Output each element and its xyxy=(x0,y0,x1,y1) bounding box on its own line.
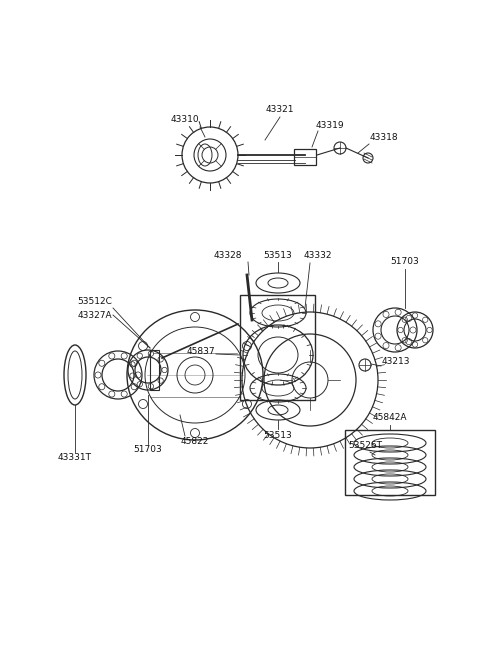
Text: 43310: 43310 xyxy=(171,115,199,124)
Text: 43332: 43332 xyxy=(304,252,332,261)
Bar xyxy=(240,295,315,400)
Text: 51703: 51703 xyxy=(391,257,420,267)
Text: 45837: 45837 xyxy=(186,348,215,356)
Text: 43318: 43318 xyxy=(370,132,398,141)
Bar xyxy=(294,149,316,165)
Text: 53513: 53513 xyxy=(264,250,292,259)
Text: 43319: 43319 xyxy=(316,121,344,130)
Text: 43327A: 43327A xyxy=(77,310,112,320)
Text: 43328: 43328 xyxy=(214,250,242,259)
Text: 53526T: 53526T xyxy=(348,441,382,449)
Text: 45842A: 45842A xyxy=(373,413,407,422)
Text: 43331T: 43331T xyxy=(58,453,92,462)
Text: 53513: 53513 xyxy=(264,430,292,440)
Text: 51703: 51703 xyxy=(133,445,162,455)
Text: 43321: 43321 xyxy=(266,105,294,115)
Text: 45822: 45822 xyxy=(181,438,209,447)
Text: 43213: 43213 xyxy=(382,358,410,367)
Bar xyxy=(150,350,159,390)
Bar xyxy=(345,430,435,495)
Text: 53512C: 53512C xyxy=(77,297,112,307)
